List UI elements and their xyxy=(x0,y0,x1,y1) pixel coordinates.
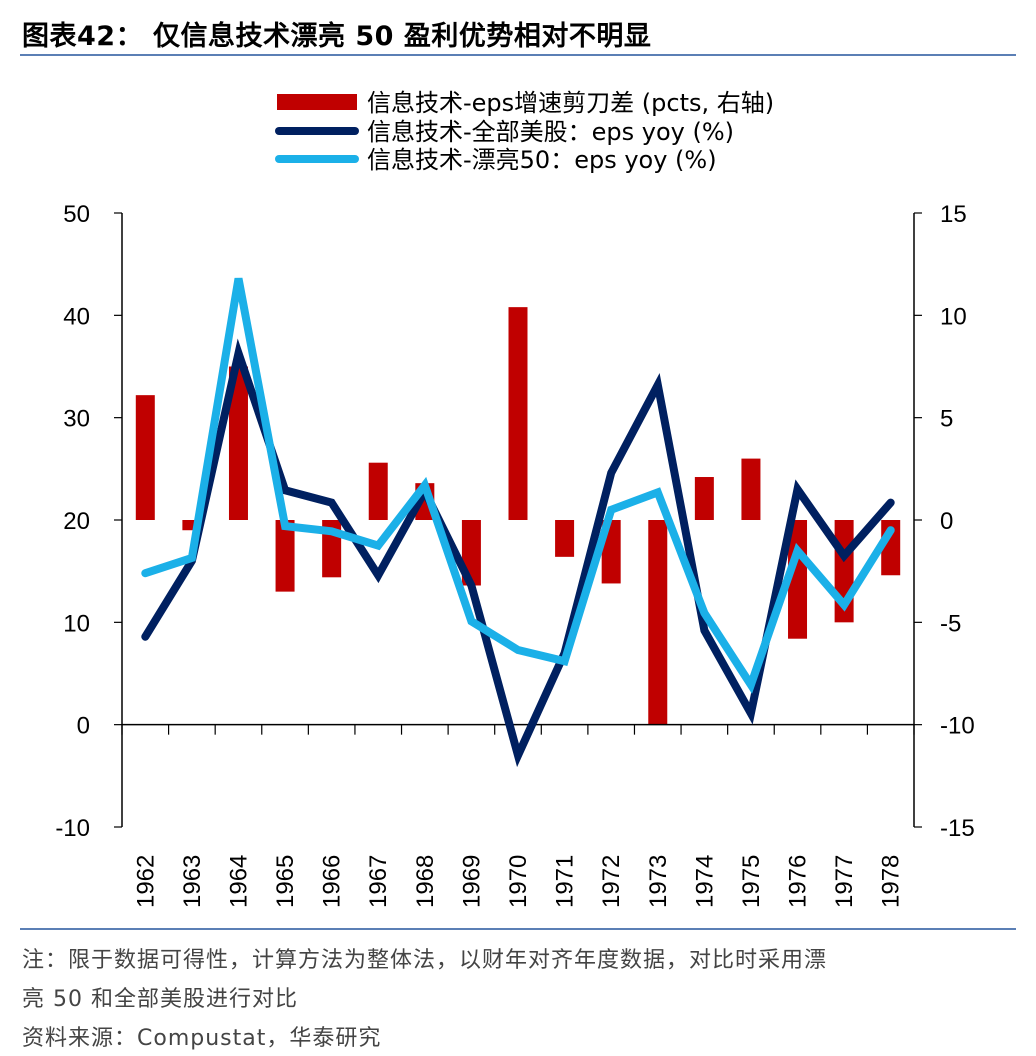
left-tick-label: 50 xyxy=(63,201,90,228)
right-tick-label: 10 xyxy=(940,303,967,330)
legend-label: 信息技术-全部美股：eps yoy (%) xyxy=(367,118,734,146)
category-label-1969: 1969 xyxy=(458,855,485,908)
category-label-1976: 1976 xyxy=(785,855,812,908)
bar-1965 xyxy=(275,520,295,592)
footer-rule xyxy=(20,928,1016,930)
bar-1964 xyxy=(228,366,248,520)
left-tick-label: 10 xyxy=(63,610,90,637)
left-tick-label: -10 xyxy=(55,815,90,842)
category-label-1978: 1978 xyxy=(878,855,905,908)
right-tick-label: 15 xyxy=(940,201,967,228)
category-label-1962: 1962 xyxy=(132,855,159,908)
bar-1967 xyxy=(368,462,388,520)
bar-1971 xyxy=(555,520,575,557)
category-label-1966: 1966 xyxy=(319,855,346,908)
left-tick-label: 20 xyxy=(63,508,90,535)
category-label-1977: 1977 xyxy=(831,855,858,908)
legend-swatch-bar xyxy=(277,94,357,110)
right-tick-label: -10 xyxy=(940,713,975,740)
left-tick-label: 30 xyxy=(63,406,90,433)
chart-title: 图表42： 仅信息技术漂亮 50 盈利优势相对不明显 xyxy=(22,21,652,52)
bar-series xyxy=(135,307,901,725)
category-label-1973: 1973 xyxy=(645,855,672,908)
category-label-1972: 1972 xyxy=(598,855,625,908)
left-tick-label: 40 xyxy=(63,303,90,330)
category-label-1964: 1964 xyxy=(225,855,252,908)
category-label-1971: 1971 xyxy=(552,855,579,908)
category-label-1974: 1974 xyxy=(691,855,718,908)
category-label-1967: 1967 xyxy=(365,855,392,908)
left-tick-label: 0 xyxy=(77,713,90,740)
category-label-1975: 1975 xyxy=(738,855,765,908)
right-tick-label: -15 xyxy=(940,815,975,842)
bar-1975 xyxy=(741,458,761,520)
legend: 信息技术-eps增速剪刀差 (pcts, 右轴)信息技术-全部美股：eps yo… xyxy=(275,89,774,174)
line-nifty-fifty xyxy=(141,277,895,694)
right-tick-label: 5 xyxy=(940,406,953,433)
right-tick-label: 0 xyxy=(940,508,953,535)
bar-1974 xyxy=(694,477,714,520)
bar-1963 xyxy=(182,520,202,531)
note-line-2: 亮 50 和全部美股进行对比 xyxy=(22,987,298,1012)
source-line: 资料来源：Compustat，华泰研究 xyxy=(22,1026,382,1051)
axes xyxy=(114,212,922,828)
right-tick-label: -5 xyxy=(940,610,961,637)
category-label-1963: 1963 xyxy=(179,855,206,908)
note-line-1: 注：限于数据可得性，计算方法为整体法，以财年对齐年度数据，对比时采用漂 xyxy=(22,948,828,973)
legend-label: 信息技术-漂亮50：eps yoy (%) xyxy=(367,146,717,174)
category-label-1968: 1968 xyxy=(412,855,439,908)
bar-1970 xyxy=(508,307,528,520)
chart-canvas: 信息技术-eps增速剪刀差 (pcts, 右轴)信息技术-全部美股：eps yo… xyxy=(55,89,974,908)
category-label-1970: 1970 xyxy=(505,855,532,908)
bar-1973 xyxy=(648,520,668,725)
category-label-1965: 1965 xyxy=(272,855,299,908)
bar-1962 xyxy=(135,395,155,520)
legend-label: 信息技术-eps增速剪刀差 (pcts, 右轴) xyxy=(367,89,774,117)
line-series xyxy=(141,277,895,768)
title-rule xyxy=(20,54,1016,56)
bar-1976 xyxy=(788,520,808,639)
